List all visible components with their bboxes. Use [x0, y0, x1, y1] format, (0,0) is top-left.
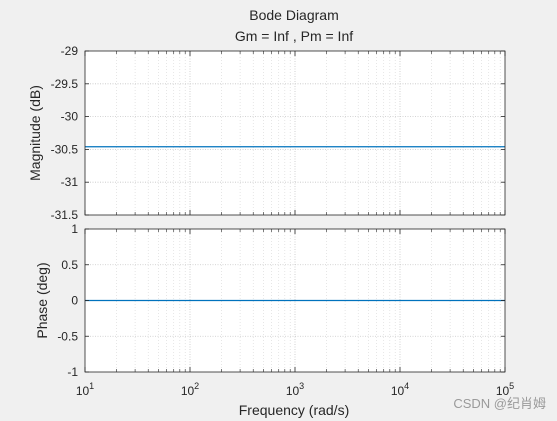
y-tick-label: 0: [71, 294, 78, 308]
y-tick-label: -31.5: [51, 208, 79, 222]
x-tick-label: 103: [286, 381, 304, 398]
x-axis-label: Frequency (rad/s): [239, 402, 349, 418]
chart-title: Bode Diagram: [249, 7, 339, 23]
x-tick-label: 105: [496, 381, 514, 398]
y-tick-label: -31: [61, 175, 79, 189]
panel-magnitude: -31.5 -31 -30.5 -30 -29.5 -29 Magnitude (dB): [27, 44, 506, 222]
panel-phase: -1 -0.5 0 0.5 1 Phase (deg): [34, 222, 506, 379]
y-tick-label: -29.5: [51, 77, 79, 91]
x-tick-label: 101: [76, 381, 94, 398]
chart-subtitle: Gm = Inf , Pm = Inf: [235, 28, 353, 44]
y-tick-label: -30.5: [51, 142, 79, 156]
y-tick-label: 1: [71, 222, 78, 236]
y-tick-label: 0.5: [61, 258, 78, 272]
axes-background: [85, 51, 505, 215]
y-axis-label: Magnitude (dB): [27, 85, 43, 181]
x-tick-label: 104: [391, 381, 409, 398]
y-tick-label: -30: [61, 110, 79, 124]
y-tick-label: -29: [61, 44, 79, 58]
y-tick-label: -0.5: [57, 329, 78, 343]
watermark: CSDN @纪肖姆: [453, 396, 546, 411]
y-tick-label: -1: [67, 365, 78, 379]
x-tick-label: 102: [181, 381, 199, 398]
plot-panels: -31.5 -31 -30.5 -30 -29.5 -29 Magnitude (dB) -1…: [27, 44, 514, 398]
y-axis-label: Phase (deg): [34, 262, 50, 338]
